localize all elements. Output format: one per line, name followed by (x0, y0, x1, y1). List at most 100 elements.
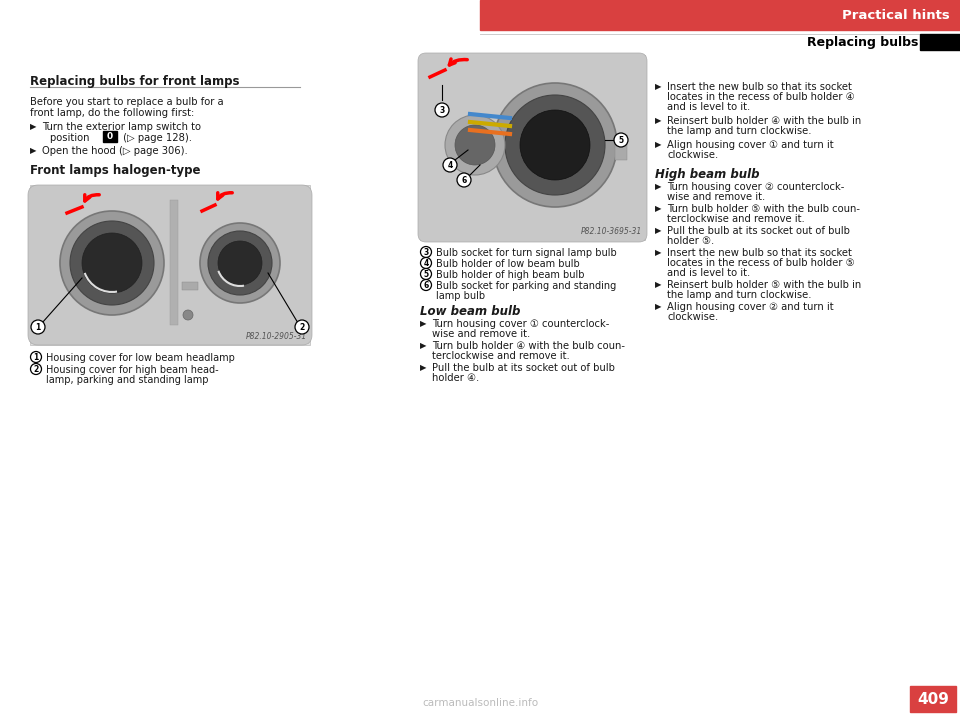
Text: 5: 5 (618, 135, 624, 145)
Circle shape (208, 231, 272, 295)
Text: Align housing cover ① and turn it: Align housing cover ① and turn it (667, 140, 833, 150)
Bar (420, 55, 645, 240)
Text: 2: 2 (34, 364, 38, 374)
Text: 6: 6 (423, 281, 428, 289)
Circle shape (457, 173, 471, 187)
Text: ▶: ▶ (30, 122, 36, 131)
Text: terclockwise and remove it.: terclockwise and remove it. (667, 214, 804, 224)
Text: ▶: ▶ (655, 116, 661, 125)
Text: P82.10-2905-31: P82.10-2905-31 (246, 332, 307, 341)
Circle shape (60, 211, 164, 315)
Circle shape (420, 269, 431, 279)
Text: lamp bulb: lamp bulb (436, 291, 485, 301)
Text: Turn bulb holder ④ with the bulb coun-: Turn bulb holder ④ with the bulb coun- (432, 341, 625, 351)
Text: locates in the recess of bulb holder ④: locates in the recess of bulb holder ④ (667, 92, 854, 102)
Text: 2: 2 (300, 323, 304, 331)
Text: Practical hints: Practical hints (842, 9, 950, 22)
Text: ▶: ▶ (655, 204, 661, 213)
Text: ▶: ▶ (655, 226, 661, 235)
Circle shape (183, 310, 193, 320)
Text: 1: 1 (34, 353, 38, 361)
Text: Housing cover for low beam headlamp: Housing cover for low beam headlamp (46, 353, 235, 363)
Circle shape (435, 103, 449, 117)
Text: and is level to it.: and is level to it. (667, 268, 751, 278)
Text: P82.10-3695-31: P82.10-3695-31 (581, 227, 642, 236)
Bar (910, 686, 956, 712)
Text: wise and remove it.: wise and remove it. (432, 329, 530, 339)
Circle shape (31, 364, 41, 374)
Circle shape (420, 258, 431, 269)
Text: Replacing bulbs: Replacing bulbs (806, 35, 918, 48)
Text: (▷ page 128).: (▷ page 128). (120, 133, 192, 143)
Text: Housing cover for high beam head-: Housing cover for high beam head- (46, 365, 219, 375)
Text: ▶: ▶ (655, 140, 661, 149)
Text: Bulb socket for turn signal lamp bulb: Bulb socket for turn signal lamp bulb (436, 248, 616, 258)
Circle shape (70, 221, 154, 305)
Text: lamp, parking and standing lamp: lamp, parking and standing lamp (46, 375, 208, 385)
Text: Front lamps halogen-type: Front lamps halogen-type (30, 164, 201, 177)
Text: ▶: ▶ (655, 182, 661, 191)
Text: Insert the new bulb so that its socket: Insert the new bulb so that its socket (667, 82, 852, 92)
Text: Reinsert bulb holder ④ with the bulb in: Reinsert bulb holder ④ with the bulb in (667, 116, 861, 126)
Text: ▶: ▶ (655, 302, 661, 311)
Text: 0: 0 (107, 132, 113, 141)
Text: 4: 4 (423, 258, 428, 268)
Text: position: position (50, 133, 92, 143)
Text: Bulb socket for parking and standing: Bulb socket for parking and standing (436, 281, 616, 291)
Text: 409: 409 (917, 691, 948, 706)
Text: Insert the new bulb so that its socket: Insert the new bulb so that its socket (667, 248, 852, 258)
Text: ▶: ▶ (420, 319, 426, 328)
Text: 1: 1 (36, 323, 40, 331)
Text: Turn housing cover ① counterclock-: Turn housing cover ① counterclock- (432, 319, 610, 329)
Circle shape (445, 115, 505, 175)
Text: Low beam bulb: Low beam bulb (420, 305, 520, 318)
Text: holder ⑤.: holder ⑤. (667, 236, 714, 246)
Text: locates in the recess of bulb holder ⑤: locates in the recess of bulb holder ⑤ (667, 258, 854, 268)
Text: Before you start to replace a bulb for a: Before you start to replace a bulb for a (30, 97, 224, 107)
Text: carmanualsonline.info: carmanualsonline.info (422, 698, 538, 708)
Circle shape (82, 233, 142, 293)
Circle shape (31, 351, 41, 362)
Text: and is level to it.: and is level to it. (667, 102, 751, 112)
Text: the lamp and turn clockwise.: the lamp and turn clockwise. (667, 126, 811, 136)
Circle shape (455, 125, 495, 165)
Circle shape (614, 133, 628, 147)
Text: ▶: ▶ (420, 341, 426, 350)
Bar (170, 200, 178, 325)
Text: Pull the bulb at its socket out of bulb: Pull the bulb at its socket out of bulb (432, 363, 614, 373)
Text: 4: 4 (447, 161, 452, 169)
Text: Turn housing cover ② counterclock-: Turn housing cover ② counterclock- (667, 182, 845, 192)
Bar (182, 282, 198, 290)
Text: Reinsert bulb holder ⑤ with the bulb in: Reinsert bulb holder ⑤ with the bulb in (667, 280, 861, 290)
Circle shape (200, 223, 280, 303)
Text: clockwise.: clockwise. (667, 150, 718, 160)
Text: ▶: ▶ (30, 146, 36, 155)
Text: Pull the bulb at its socket out of bulb: Pull the bulb at its socket out of bulb (667, 226, 850, 236)
Text: terclockwise and remove it.: terclockwise and remove it. (432, 351, 569, 361)
Text: Open the hood (▷ page 306).: Open the hood (▷ page 306). (42, 146, 188, 156)
Text: Bulb holder of high beam bulb: Bulb holder of high beam bulb (436, 270, 585, 280)
Text: Align housing cover ② and turn it: Align housing cover ② and turn it (667, 302, 833, 312)
Text: ▶: ▶ (655, 280, 661, 289)
Bar (480, 0, 960, 30)
Text: 3: 3 (423, 248, 428, 256)
Bar (103, 131, 117, 142)
Text: ▶: ▶ (655, 82, 661, 91)
Text: wise and remove it.: wise and remove it. (667, 192, 765, 202)
FancyBboxPatch shape (418, 53, 647, 242)
Text: ▶: ▶ (655, 248, 661, 257)
Circle shape (443, 158, 457, 172)
Circle shape (493, 83, 617, 207)
FancyBboxPatch shape (28, 185, 312, 345)
Text: Turn bulb holder ⑤ with the bulb coun-: Turn bulb holder ⑤ with the bulb coun- (667, 204, 860, 214)
Text: front lamp, do the following first:: front lamp, do the following first: (30, 108, 194, 118)
Text: the lamp and turn clockwise.: the lamp and turn clockwise. (667, 290, 811, 300)
Circle shape (505, 95, 605, 195)
Text: Bulb holder of low beam bulb: Bulb holder of low beam bulb (436, 259, 580, 269)
Text: Replacing bulbs for front lamps: Replacing bulbs for front lamps (30, 75, 239, 88)
Text: 6: 6 (462, 176, 467, 184)
Text: High beam bulb: High beam bulb (655, 168, 759, 181)
Circle shape (420, 279, 431, 290)
Bar (30, 185, 310, 345)
Circle shape (420, 246, 431, 258)
